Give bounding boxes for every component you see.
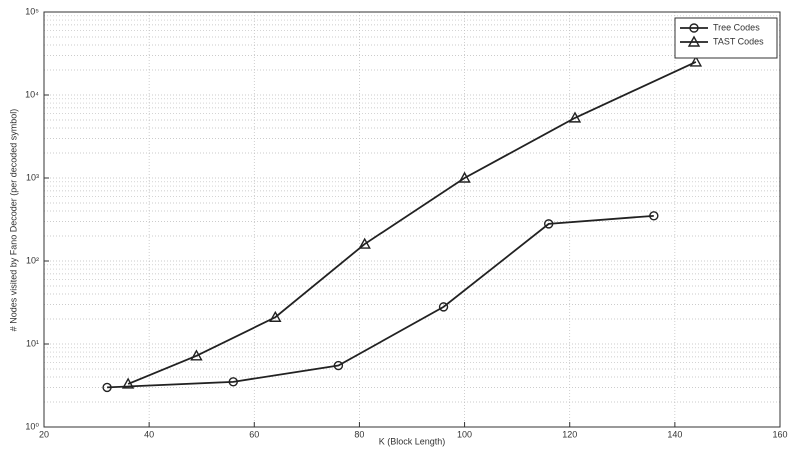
y-tick-label: 10¹ [26, 338, 39, 348]
axes-frame [43, 11, 781, 428]
marker [689, 55, 703, 67]
marker [438, 302, 449, 312]
marker [228, 377, 238, 387]
marker [121, 377, 135, 389]
y-tick-label: 10⁴ [25, 89, 39, 99]
x-tick-label: 20 [39, 429, 49, 439]
marker [358, 237, 371, 249]
series-line [127, 61, 697, 385]
y-axis-label: # Nodes visited by Fano Decoder (per dec… [8, 109, 18, 332]
marker [333, 360, 344, 371]
legend-marker [689, 23, 699, 33]
legend-marker [687, 35, 701, 47]
x-tick-label: 60 [249, 429, 259, 439]
x-tick-label: 40 [144, 429, 154, 439]
x-tick-label: 80 [354, 429, 364, 439]
plot-area [44, 12, 780, 427]
marker [102, 382, 112, 393]
y-tick-label: 10⁵ [25, 6, 39, 16]
x-axis-label: K (Block Length) [379, 436, 446, 446]
marker [568, 111, 582, 123]
x-tick-label: 160 [772, 429, 787, 439]
marker [458, 171, 471, 183]
legend-label: Tree Codes [713, 22, 760, 32]
y-tick-label: 10⁰ [25, 421, 39, 431]
x-tick-label: 100 [457, 429, 472, 439]
x-tick-label: 140 [667, 429, 682, 439]
x-tick-label: 120 [562, 429, 577, 439]
marker [543, 219, 554, 229]
y-tick-label: 10³ [26, 172, 39, 182]
y-tick-label: 10² [26, 255, 39, 265]
marker [649, 211, 659, 221]
legend-label: TAST Codes [713, 36, 764, 46]
marker [269, 310, 282, 322]
series-line [107, 214, 654, 389]
marker [190, 349, 203, 361]
